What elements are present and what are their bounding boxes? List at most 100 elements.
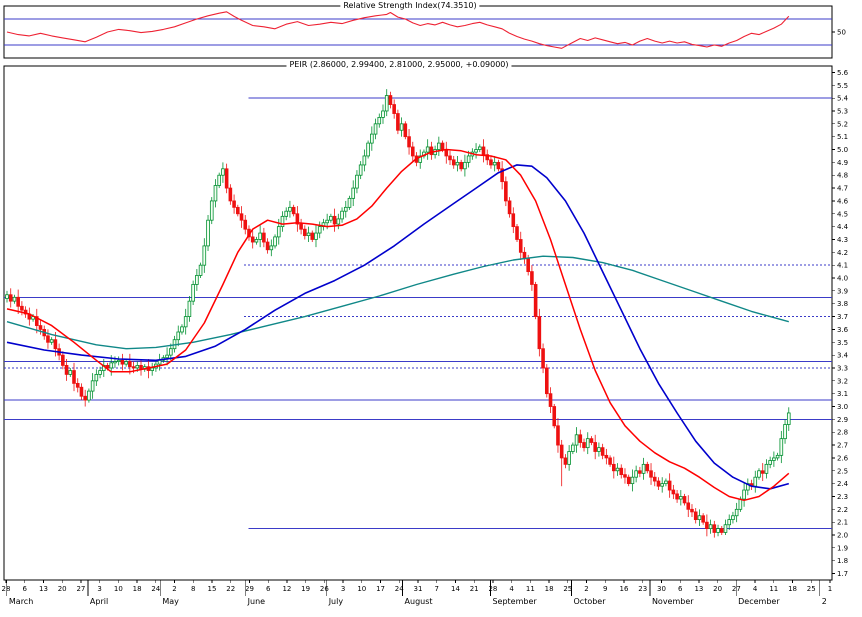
- svg-text:4.5: 4.5: [837, 210, 848, 218]
- svg-text:May: May: [162, 597, 179, 606]
- svg-text:25: 25: [807, 585, 816, 593]
- svg-text:6: 6: [266, 585, 271, 593]
- svg-text:20: 20: [58, 585, 67, 593]
- svg-text:4.0: 4.0: [837, 275, 848, 283]
- svg-text:5.5: 5.5: [837, 82, 848, 90]
- svg-text:23: 23: [638, 585, 647, 593]
- svg-text:50: 50: [837, 29, 846, 37]
- svg-text:22: 22: [226, 585, 235, 593]
- svg-text:17: 17: [376, 585, 385, 593]
- svg-text:8: 8: [191, 585, 195, 593]
- svg-text:2.6: 2.6: [837, 454, 849, 462]
- svg-text:October: October: [574, 597, 607, 606]
- rsi-level-lines: [4, 18, 832, 46]
- svg-text:4.9: 4.9: [837, 159, 848, 167]
- svg-text:4.2: 4.2: [837, 249, 848, 257]
- svg-text:3.8: 3.8: [837, 300, 848, 308]
- svg-text:30: 30: [657, 585, 666, 593]
- svg-text:13: 13: [694, 585, 703, 593]
- svg-text:18: 18: [133, 585, 142, 593]
- svg-text:August: August: [405, 597, 433, 606]
- svg-text:1.9: 1.9: [837, 544, 848, 552]
- svg-text:1.7: 1.7: [837, 570, 848, 578]
- svg-text:3.6: 3.6: [837, 326, 849, 334]
- svg-text:29: 29: [245, 585, 254, 593]
- svg-text:5.6: 5.6: [837, 69, 849, 77]
- svg-text:16: 16: [620, 585, 629, 593]
- svg-text:21: 21: [470, 585, 479, 593]
- svg-text:November: November: [652, 597, 694, 606]
- svg-text:18: 18: [545, 585, 554, 593]
- svg-text:4.6: 4.6: [837, 197, 849, 205]
- svg-text:3.3: 3.3: [837, 364, 848, 372]
- svg-text:4.7: 4.7: [837, 185, 848, 193]
- svg-text:2: 2: [584, 585, 588, 593]
- svg-text:6: 6: [678, 585, 683, 593]
- svg-text:3: 3: [341, 585, 345, 593]
- svg-text:2.0: 2.0: [837, 532, 848, 540]
- rsi-y-axis: 50: [832, 29, 846, 37]
- panel-borders: [3, 5, 833, 581]
- x-axis-month-labels: March April May June July August September Octo…: [6, 580, 827, 606]
- svg-text:4.8: 4.8: [837, 172, 848, 180]
- svg-text:18: 18: [788, 585, 797, 593]
- svg-text:3.1: 3.1: [837, 390, 848, 398]
- ma-slow-line: [6, 255, 789, 350]
- svg-text:September: September: [492, 597, 537, 606]
- svg-text:2.7: 2.7: [837, 442, 848, 450]
- svg-text:27: 27: [76, 585, 85, 593]
- svg-text:24: 24: [395, 585, 404, 593]
- svg-text:3.4: 3.4: [837, 352, 849, 360]
- svg-text:3: 3: [97, 585, 101, 593]
- svg-text:April: April: [90, 597, 108, 606]
- svg-text:2.8: 2.8: [837, 429, 848, 437]
- svg-text:4: 4: [753, 585, 758, 593]
- svg-text:2.4: 2.4: [837, 480, 849, 488]
- svg-text:3.7: 3.7: [837, 313, 848, 321]
- svg-text:20: 20: [713, 585, 722, 593]
- svg-text:10: 10: [357, 585, 366, 593]
- svg-text:July: July: [328, 597, 344, 606]
- svg-text:3.9: 3.9: [837, 287, 848, 295]
- svg-text:4.1: 4.1: [837, 262, 848, 270]
- svg-text:24: 24: [151, 585, 160, 593]
- svg-text:March: March: [9, 597, 33, 606]
- svg-text:2.9: 2.9: [837, 416, 848, 424]
- svg-text:1: 1: [828, 585, 832, 593]
- svg-text:19: 19: [301, 585, 310, 593]
- svg-text:5.2: 5.2: [837, 120, 848, 128]
- svg-text:26: 26: [320, 585, 329, 593]
- svg-text:4: 4: [509, 585, 514, 593]
- svg-text:11: 11: [769, 585, 778, 593]
- svg-text:31: 31: [414, 585, 423, 593]
- svg-text:5.3: 5.3: [837, 107, 848, 115]
- svg-text:14: 14: [451, 585, 460, 593]
- svg-text:2.1: 2.1: [837, 519, 848, 527]
- svg-text:13: 13: [39, 585, 48, 593]
- svg-text:11: 11: [526, 585, 535, 593]
- svg-text:2: 2: [172, 585, 176, 593]
- svg-text:2.3: 2.3: [837, 493, 848, 501]
- ma-mid-line: [6, 164, 790, 490]
- svg-text:December: December: [738, 597, 780, 606]
- svg-text:5.1: 5.1: [837, 133, 848, 141]
- svg-text:28: 28: [2, 585, 11, 593]
- rsi-line: [6, 11, 790, 49]
- svg-text:2.2: 2.2: [837, 506, 848, 514]
- svg-text:3.5: 3.5: [837, 339, 848, 347]
- svg-text:25: 25: [563, 585, 572, 593]
- svg-text:7: 7: [434, 585, 438, 593]
- candles-layer: [5, 89, 791, 538]
- rsi-indicator-title: Relative Strength Index(74.3510): [340, 1, 480, 11]
- ma-fast-line: [6, 148, 790, 502]
- svg-text:5.0: 5.0: [837, 146, 848, 154]
- svg-text:3.0: 3.0: [837, 403, 848, 411]
- svg-text:5.4: 5.4: [837, 95, 849, 103]
- svg-text:2.5: 2.5: [837, 467, 848, 475]
- svg-text:4.4: 4.4: [837, 223, 849, 231]
- svg-text:3.2: 3.2: [837, 377, 848, 385]
- svg-text:1.8: 1.8: [837, 557, 848, 565]
- price-y-axis: 5.6 5.5 5.4 5.3 5.2 5.1 5.0 4.9 4.8 4.7 4.6 4.5 4.4 4…: [832, 69, 849, 578]
